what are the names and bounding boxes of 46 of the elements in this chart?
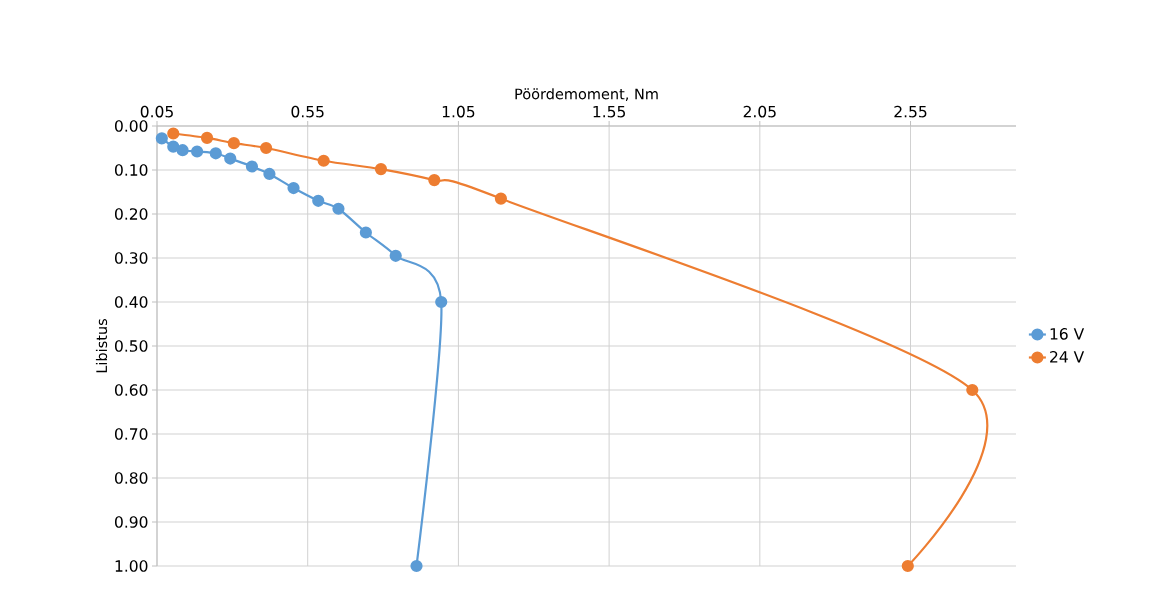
y-tick-label: 0.20 bbox=[114, 208, 148, 220]
y-tick-label: 0.80 bbox=[114, 472, 148, 484]
point bbox=[359, 226, 372, 239]
y-tick-label: 0.10 bbox=[114, 164, 148, 176]
x-tick-label: 0.55 bbox=[291, 105, 324, 118]
point bbox=[263, 167, 276, 181]
y-axis-title: Libistus bbox=[95, 319, 108, 373]
y-tick-label: 0.90 bbox=[114, 516, 148, 528]
x-tick-label: 1.55 bbox=[593, 105, 625, 118]
point bbox=[374, 163, 388, 176]
y-tick-label: 0.40 bbox=[114, 296, 148, 308]
y-tick-label: 0.60 bbox=[114, 384, 148, 396]
point bbox=[176, 144, 189, 157]
point bbox=[966, 383, 979, 397]
x-tick-label: 0.05 bbox=[140, 105, 173, 118]
x-tick-label: 2.55 bbox=[894, 105, 927, 118]
x-axis-title: Pöördemoment, Nm bbox=[515, 88, 658, 101]
point bbox=[312, 194, 325, 207]
point bbox=[209, 147, 222, 160]
point bbox=[200, 131, 214, 144]
point bbox=[428, 174, 441, 187]
point bbox=[167, 127, 180, 140]
point bbox=[245, 160, 259, 173]
legend-label: 16 V bbox=[1050, 328, 1085, 340]
point bbox=[435, 295, 448, 309]
y-tick-label: 0.50 bbox=[114, 340, 148, 352]
point bbox=[332, 202, 345, 215]
y-tick-label: 0.30 bbox=[114, 252, 148, 264]
y-tick-label: 0.00 bbox=[114, 120, 148, 132]
point bbox=[227, 137, 240, 150]
point bbox=[224, 152, 237, 165]
y-tick-label: 1.00 bbox=[115, 560, 148, 572]
x-tick-label: 1.05 bbox=[442, 105, 475, 118]
point bbox=[155, 132, 168, 145]
point bbox=[167, 140, 180, 153]
point bbox=[389, 249, 402, 262]
legend-label: 24 V bbox=[1050, 351, 1085, 363]
point bbox=[287, 181, 300, 195]
point bbox=[260, 141, 273, 155]
point bbox=[317, 154, 330, 167]
point bbox=[410, 559, 423, 573]
x-tick-label: 2.05 bbox=[743, 105, 776, 118]
y-tick-label: 0.70 bbox=[114, 428, 148, 440]
point bbox=[901, 559, 914, 573]
point bbox=[494, 192, 508, 205]
point bbox=[190, 145, 204, 158]
